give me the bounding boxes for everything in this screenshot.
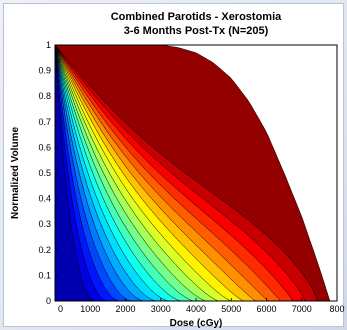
x-tick-label: 3000 [151, 304, 171, 314]
chart-subtitle: 3-6 Months Post-Tx (N=205) [124, 25, 269, 37]
x-tick-label: 6000 [256, 304, 276, 314]
y-tick-label: 1 [46, 40, 51, 50]
x-tick-label: 800 [329, 304, 344, 314]
x-tick-label: 2000 [115, 304, 135, 314]
y-tick-label: 0.6 [38, 142, 51, 152]
y-tick-label: 0 [46, 296, 51, 306]
x-tick-label: 4000 [186, 304, 206, 314]
x-tick-label: 1000 [80, 304, 100, 314]
contour-layer [55, 45, 331, 301]
axes: 0 1000 2000 3000 4000 5000 6000 7000 80000.10.20… [38, 40, 344, 314]
x-tick-label: 5000 [221, 304, 241, 314]
y-tick-label: 0.5 [38, 168, 51, 178]
y-tick-label: 0.4 [38, 194, 51, 204]
y-tick-label: 0.3 [38, 219, 51, 229]
chart-canvas: Combined Parotids - Xerostomia 3-6 Month… [10, 11, 345, 328]
chart-frame: Combined Parotids - Xerostomia 3-6 Month… [3, 3, 345, 328]
x-tick-label: 7000 [292, 304, 312, 314]
y-tick-label: 0.1 [38, 270, 51, 280]
y-tick-label: 0.8 [38, 91, 51, 101]
y-tick-label: 0.7 [38, 117, 51, 127]
chart-title: Combined Parotids - Xerostomia [111, 11, 282, 23]
x-tick-label: 0 [58, 304, 63, 314]
contour-band-1 [55, 45, 96, 301]
y-tick-label: 0.2 [38, 245, 51, 255]
y-axis-label: Normalized Volume [10, 127, 21, 219]
x-axis-label: Dose (cGy) [170, 318, 223, 328]
y-tick-label: 0.9 [38, 66, 51, 76]
